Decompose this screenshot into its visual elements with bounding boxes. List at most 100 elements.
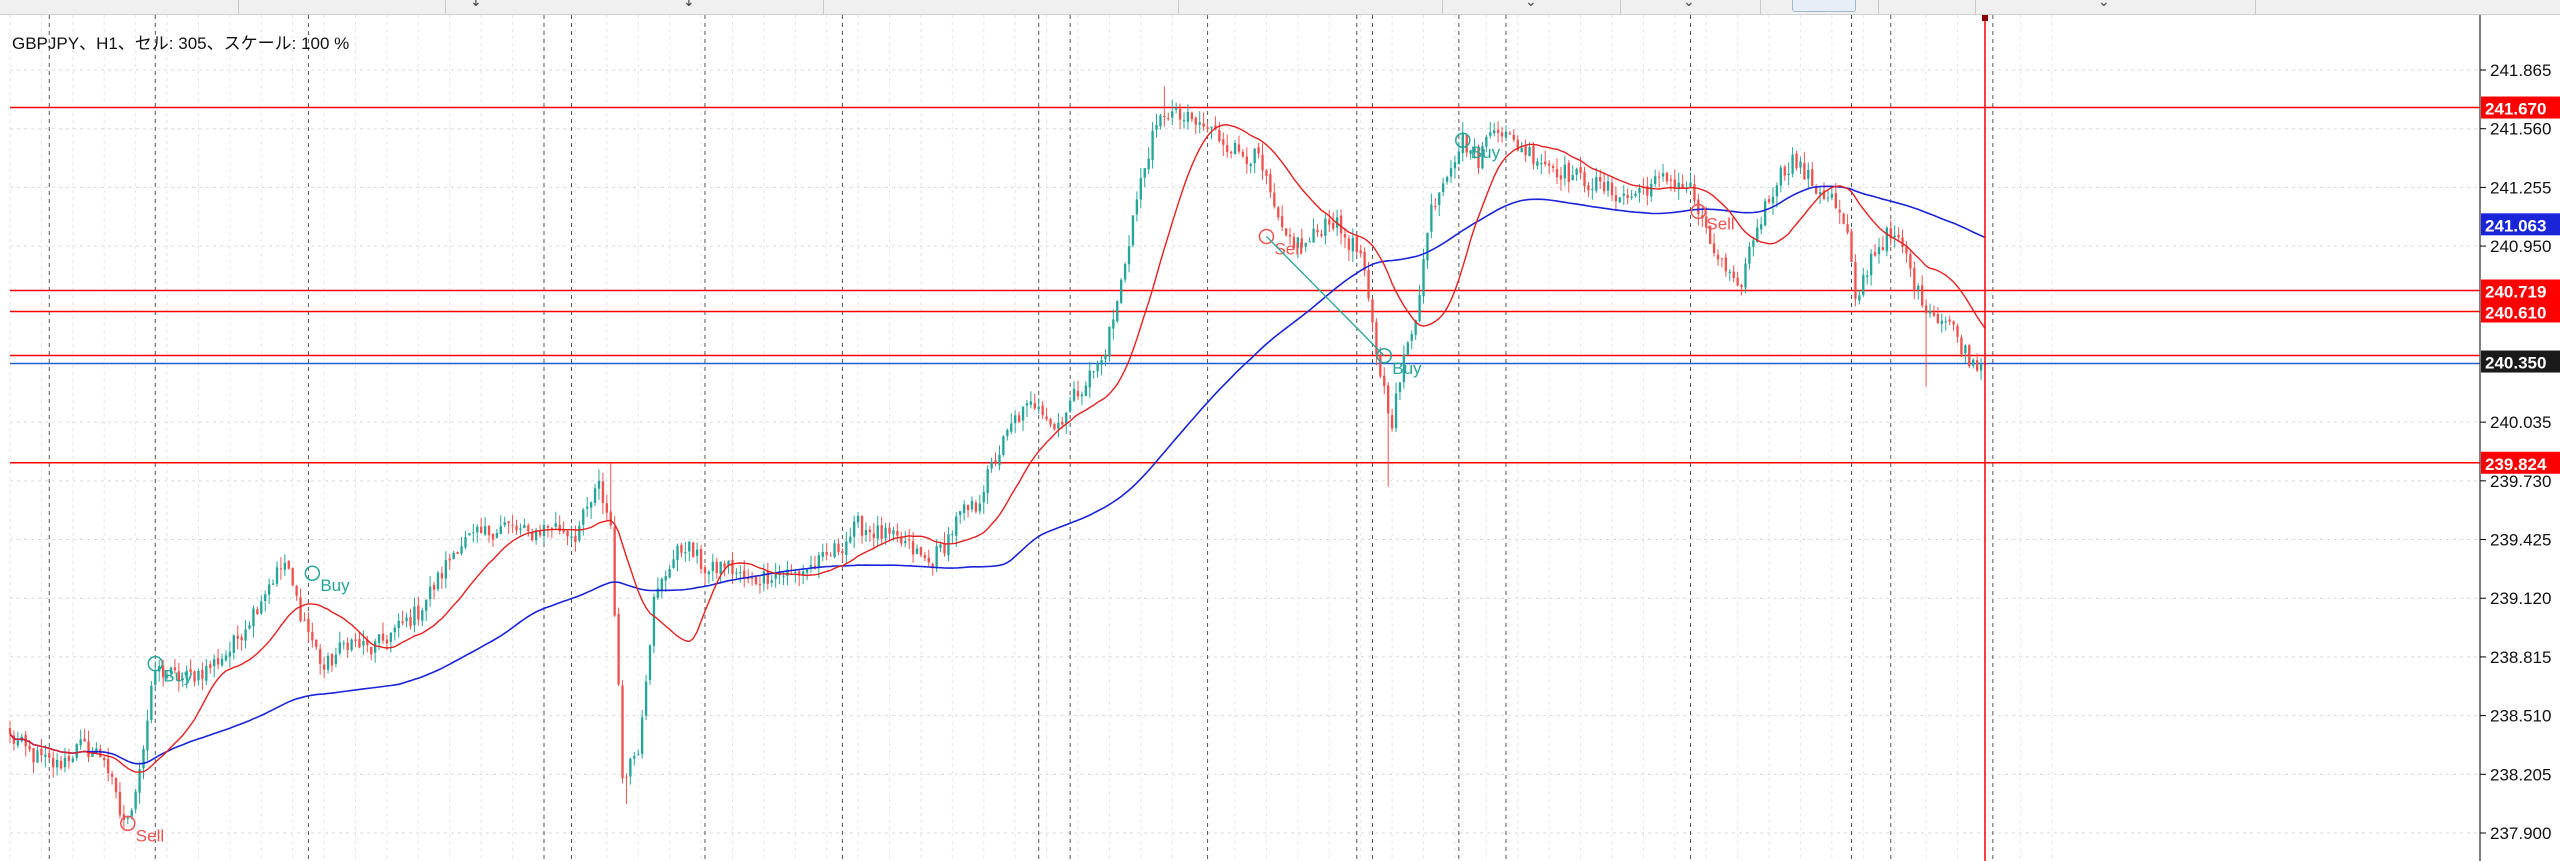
candle-body [244,629,247,641]
candle-body [837,543,840,552]
candle-body [1854,262,1857,299]
candle-body [299,597,302,621]
toolbar-separator [1975,0,1976,14]
candle-body [1516,139,1519,151]
candle-body [118,791,122,816]
candle-body [436,572,440,590]
current-price-tag-label: 240.350 [2485,354,2546,373]
candle-body [1760,224,1763,230]
candle-body [1885,227,1889,252]
candle-body [562,530,565,533]
candle-body [1253,148,1256,164]
candle-body [648,645,652,681]
candle-body [1944,321,1947,323]
candle-body [1174,107,1178,110]
candle-body [868,529,872,533]
candle-body [440,573,444,579]
chevron-down-icon[interactable]: ⌄ [2098,0,2110,10]
chevron-down-icon[interactable]: ⌄ [1525,0,1537,10]
candle-body [287,561,290,569]
candle-body [370,646,373,655]
candle-body [1524,146,1527,156]
arrow-down-icon[interactable]: ↓ [683,0,695,10]
candle-body [1167,117,1170,119]
candle-body [417,605,420,620]
candle-body [825,551,828,555]
candle-body [1100,360,1103,365]
candle-body [1842,213,1845,224]
candle-body [1182,119,1186,122]
candle-body [695,549,699,556]
candle-body [55,759,59,768]
candle-body [267,584,271,595]
candle-body [640,717,644,755]
candle-body [1367,269,1370,299]
candle-body [534,530,538,541]
candle-body [1936,314,1940,324]
candle-body [1453,162,1457,169]
sell-signal-marker [1258,228,1275,245]
candle-body [16,740,20,746]
candle-body [1716,254,1720,260]
toolbar-separator [1442,0,1443,14]
candle-body [1555,169,1559,178]
candle-body [515,525,518,531]
candle-body [1061,421,1064,425]
candle-body [464,537,467,548]
candle-body [951,533,954,535]
candle-body [346,642,349,650]
candle-body [1312,228,1315,243]
candle-body [1979,364,1983,371]
candle-body [472,532,475,534]
candle-body [1025,403,1029,406]
candle-body [856,515,860,523]
candle-body [311,631,314,641]
buy-signal-label: Buy [1392,359,1422,378]
candle-body [817,555,821,568]
candle-body [260,601,263,614]
candle-body [338,642,341,654]
candle-body [955,516,958,536]
candle-body [63,757,67,768]
candle-body [994,460,997,464]
candle-body [1363,251,1366,271]
candle-body [786,569,789,576]
toolbar-toggle-button[interactable] [1792,0,1856,12]
candle-body [1736,277,1739,286]
candle-body [1744,263,1747,288]
candle-body [892,530,895,535]
candle-body [1277,207,1280,218]
candle-body [1732,271,1735,279]
chevron-down-icon[interactable]: ⌄ [1683,0,1695,10]
candle-body [578,525,581,541]
candle-body [1481,145,1484,169]
candle-body [1618,197,1622,202]
candle-body [1508,133,1512,135]
candle-body [452,552,455,559]
candle-body [1143,168,1146,178]
candle-body [888,527,891,534]
candle-body [1343,234,1347,238]
candle-body [322,664,326,670]
toolbar-separator [2255,0,2256,14]
candle-body [32,748,35,763]
candle-body [1355,236,1358,253]
candle-body [672,559,675,568]
candle-body [688,541,691,552]
candle-body [1956,325,1959,337]
buy-signal-label: Buy [320,576,350,595]
candle-body [1080,394,1084,397]
candle-body [1300,238,1303,248]
candle-body [1583,171,1586,187]
candle-body [1972,359,1975,366]
candle-body [723,563,726,568]
candle-body [444,560,448,579]
candle-body [531,532,534,541]
candle-body [1807,169,1810,179]
arrow-down-icon[interactable]: ↓ [470,0,482,10]
toolbar-separator [1620,0,1621,14]
candle-body [99,749,102,758]
candle-body [1096,363,1099,372]
candle-body [1379,354,1382,377]
